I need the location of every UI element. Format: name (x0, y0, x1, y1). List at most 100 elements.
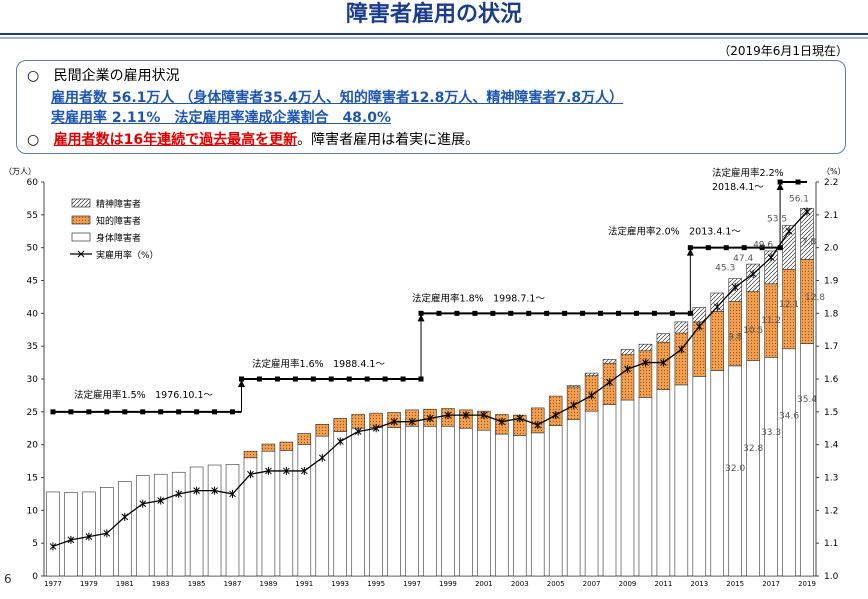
statutory-rate-marker (669, 310, 675, 316)
y-tick-label-right: 1.4 (824, 441, 839, 451)
statutory-rate-marker (472, 310, 478, 316)
bar-physical (656, 389, 671, 577)
bar-mental (584, 372, 599, 377)
bar-physical (620, 399, 635, 577)
statutory-rate-marker (616, 310, 622, 316)
statutory-rate-marker (741, 245, 747, 251)
bar-intellectual (279, 441, 294, 451)
statutory-rate-marker (544, 310, 550, 316)
summary-box: ○ 民間企業の雇用状況 雇用者数 56.1万人 （身体障害者35.4万人、知的障… (16, 60, 846, 154)
y-tick-label-left: 55 (27, 211, 38, 221)
bar-physical (423, 425, 437, 577)
summary-record-rest: 。障害者雇用は着実に進展。 (297, 132, 480, 148)
statutory-rate-label: 法定雇用率2.2% (712, 167, 784, 179)
x-tick-label: 1985 (188, 580, 206, 588)
statutory-rate-label: 法定雇用率1.6% 1988.4.1～ (252, 358, 385, 370)
statutory-rate-marker (633, 310, 639, 316)
bar-mental (602, 358, 617, 364)
bar-mental (566, 385, 581, 388)
legend-label: 実雇用率（%） (96, 249, 159, 261)
statutory-rate-marker (194, 409, 200, 415)
bar-physical (710, 370, 725, 577)
legend-label: 身体障害者 (96, 232, 141, 244)
x-tick-label: 2015 (726, 580, 744, 588)
y-axis-right-unit: （%） (822, 167, 846, 176)
bar-physical (674, 384, 689, 577)
bar-intellectual (297, 433, 312, 445)
actual-rate-marker (157, 496, 165, 505)
actual-rate-marker (749, 269, 757, 278)
actual-rate-marker (444, 411, 452, 420)
date-note: （2019年6月1日現在） (718, 44, 848, 58)
y-tick-label-left: 25 (27, 408, 38, 418)
y-tick-label-right: 1.6 (824, 375, 839, 385)
y-tick-label-right: 2.0 (824, 244, 839, 254)
bar-physical (189, 466, 204, 577)
bullet-icon: ○ (27, 68, 40, 84)
statutory-rate-marker (580, 310, 586, 316)
actual-rate-marker (767, 253, 775, 262)
bar-mental (764, 250, 778, 285)
x-tick-label: 2009 (619, 580, 637, 588)
bar-physical (513, 435, 527, 577)
bar-physical (369, 427, 383, 577)
legend-physical-swatch (71, 232, 91, 242)
actual-rate-marker (462, 411, 470, 420)
bar-physical (764, 357, 778, 577)
bar-intellectual (315, 424, 330, 437)
data-label: 34.6 (779, 411, 799, 421)
statutory-rate-marker (705, 245, 711, 251)
bar-physical (530, 432, 545, 577)
legend-intellectual-swatch (71, 215, 91, 225)
bar-physical (800, 343, 814, 577)
statutory-rate-label: 法定雇用率2.0% 2013.4.1～ (608, 226, 741, 238)
y-axis-left-unit: （万人） (4, 167, 36, 176)
actual-rate-marker (552, 411, 560, 420)
statutory-rate-marker (508, 310, 514, 316)
x-tick-label: 1987 (224, 580, 242, 588)
bar-physical (135, 475, 150, 577)
statutory-rate-marker (598, 310, 604, 316)
y-tick-label-left: 45 (27, 277, 38, 287)
actual-rate-marker (408, 417, 416, 426)
bar-intellectual (333, 418, 347, 432)
actual-rate-marker (175, 489, 183, 498)
actual-rate-marker (677, 345, 685, 354)
actual-rate-marker (588, 391, 595, 400)
y-tick-label-right: 2.1 (824, 211, 838, 221)
statutory-rate-marker (795, 179, 801, 185)
actual-rate-marker (606, 378, 613, 387)
bar-physical (64, 492, 78, 577)
summary-record-highlight: 雇用者数は16年連続で過去最高を更新 (53, 132, 298, 148)
bar-physical (405, 425, 419, 577)
bar-intellectual (351, 414, 365, 429)
statutory-rate-marker (328, 376, 334, 382)
actual-rate-marker (211, 486, 218, 495)
y-tick-label-right: 2.2 (824, 178, 838, 188)
statutory-rate-marker (176, 409, 182, 415)
bar-intellectual (261, 443, 276, 452)
bar-mental (656, 333, 671, 343)
statutory-rate-marker (759, 245, 765, 251)
statutory-rate-arrowhead (237, 380, 245, 387)
data-label: 45.3 (715, 264, 735, 274)
title-underline-light (0, 37, 868, 39)
bar-physical (459, 427, 473, 577)
data-label: 56.1 (789, 195, 809, 205)
x-tick-label: 1991 (295, 580, 313, 588)
actual-rate-marker (229, 489, 236, 498)
actual-rate-marker (426, 414, 434, 423)
actual-rate-marker (660, 358, 667, 367)
statutory-rate-marker (50, 409, 56, 415)
actual-rate-marker (480, 411, 488, 420)
bar-physical (46, 491, 60, 577)
actual-rate-marker (713, 302, 721, 311)
summary-line-1: ○ 民間企業の雇用状況 (27, 67, 180, 85)
bar-mental (692, 307, 707, 323)
data-label: 49.6 (753, 241, 773, 251)
y-tick-label-left: 10 (27, 506, 39, 516)
statutory-rate-marker (436, 310, 442, 316)
data-label: 47.4 (733, 254, 753, 264)
y-tick-label-right: 1.9 (824, 277, 839, 287)
statutory-rate-marker (400, 376, 406, 382)
